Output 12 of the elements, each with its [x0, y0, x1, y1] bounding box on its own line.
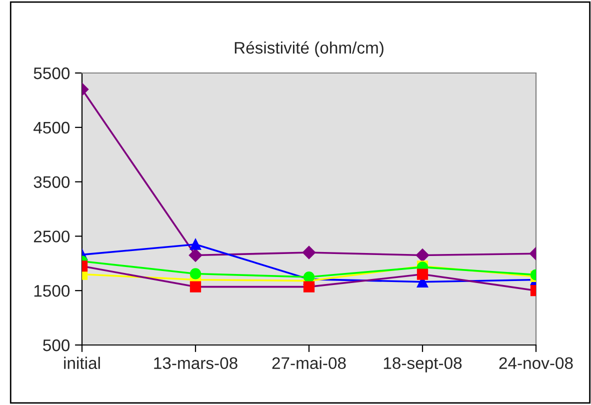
- chart-title: Résistivité (ohm/cm): [234, 41, 384, 58]
- y-tick-label: 5500: [34, 67, 70, 80]
- x-tick-label: 13-mars-08: [154, 357, 238, 370]
- y-tick-label: 2500: [34, 230, 70, 242]
- y-tick-label: 4500: [34, 122, 70, 134]
- x-tick-label: initial: [64, 356, 100, 370]
- y-tick-label: 3500: [34, 176, 70, 188]
- x-tick-label: 24-nov-08: [499, 357, 573, 370]
- x-tick-label: 27-mai-08: [272, 356, 346, 370]
- y-tick-label: 500: [43, 339, 70, 352]
- y-tick-label: 1500: [34, 285, 70, 297]
- x-tick-label: 18-sept-08: [384, 357, 462, 372]
